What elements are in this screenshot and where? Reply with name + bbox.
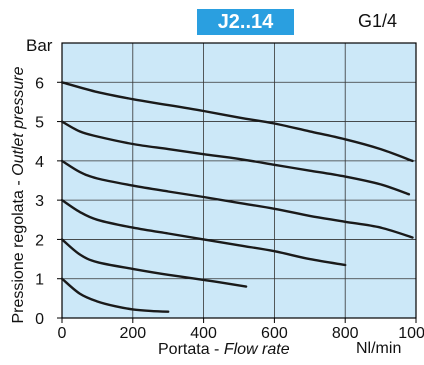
series-curve-2: [60, 120, 411, 196]
y-tick-label: 0: [35, 311, 44, 328]
y-axis-label-main: Pressione regolata: [10, 190, 27, 324]
x-axis-label-en: Flow rate: [223, 341, 290, 358]
port-size-label: G1/4: [358, 11, 398, 31]
x-tick-label: 600: [261, 325, 288, 342]
y-tick-label: 5: [35, 115, 44, 132]
series-curve-4: [60, 198, 347, 267]
x-axis-label-main: Portata: [158, 341, 210, 358]
model-badge: J2..14: [197, 9, 294, 35]
series-curve-5: [60, 238, 248, 288]
y-axis-label: Pressione regolata - Outlet pressure: [10, 66, 27, 324]
series-curve-6: [60, 277, 170, 313]
plot-area: [62, 43, 416, 318]
y-tick-label: 3: [35, 193, 44, 210]
series-curve-3: [60, 159, 414, 239]
plot-frame: [61, 42, 417, 319]
y-axis-unit: Bar: [26, 36, 53, 55]
x-tick-label: 200: [119, 325, 146, 342]
x-tick-label: 400: [190, 325, 217, 342]
x-tick-label: 800: [332, 325, 359, 342]
y-axis-label-en: Outlet pressure: [10, 66, 27, 176]
series-curve-1: [60, 81, 414, 163]
x-axis-label: Portata - Flow rate: [158, 341, 290, 358]
y-tick-label: 2: [35, 232, 44, 249]
y-tick-label: 1: [35, 272, 44, 289]
y-tick-label: 6: [35, 75, 44, 92]
y-tick-label: 4: [35, 154, 44, 171]
x-tick-label: 0: [58, 325, 67, 342]
x-axis-unit: Nl/min: [356, 340, 402, 357]
